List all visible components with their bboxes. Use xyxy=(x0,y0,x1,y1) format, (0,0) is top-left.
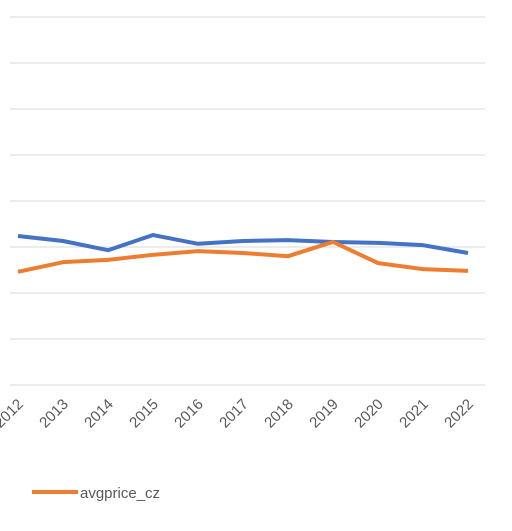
x-tick-label: 2014 xyxy=(81,396,117,432)
x-tick-label: 2022 xyxy=(441,396,477,432)
x-tick-label: 2016 xyxy=(171,396,207,432)
x-tick-label: 2013 xyxy=(36,396,72,432)
x-tick-label: 2017 xyxy=(216,396,252,432)
x-tick-label: 2012 xyxy=(0,396,27,432)
series-line xyxy=(17,233,469,255)
x-tick-label: 2015 xyxy=(126,396,162,432)
series-line xyxy=(17,239,469,274)
x-tick-label: 2018 xyxy=(261,396,297,432)
x-tick-label: 2020 xyxy=(351,396,387,432)
x-tick-label: 2019 xyxy=(306,396,342,432)
legend-label: avgprice_cz xyxy=(80,485,160,502)
x-tick-label: 2021 xyxy=(396,396,432,432)
